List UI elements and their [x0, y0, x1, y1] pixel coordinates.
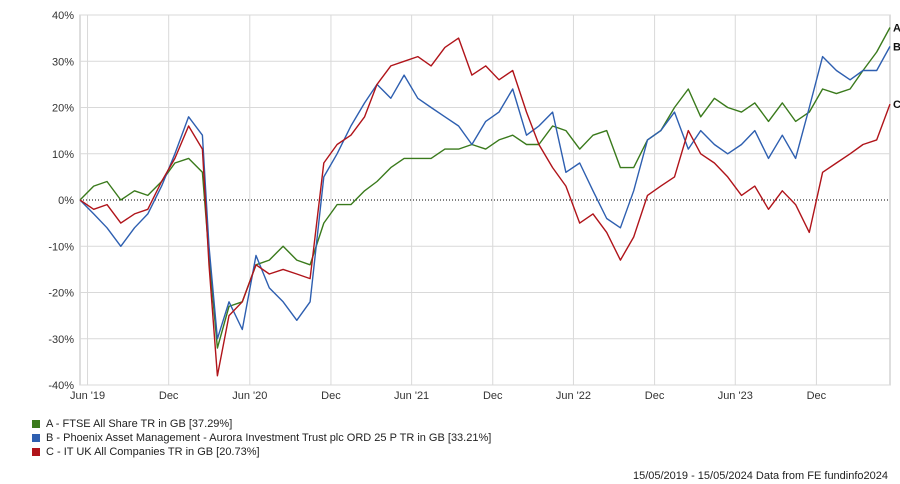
y-tick-label: -40% [48, 380, 74, 392]
legend-item-a: A - FTSE All Share TR in GB [37.29%] [32, 417, 491, 431]
legend: A - FTSE All Share TR in GB [37.29%] B -… [32, 417, 491, 459]
legend-swatch-c [32, 448, 40, 456]
series-lines [79, 27, 891, 377]
y-tick-label: 0% [58, 195, 74, 207]
x-tick-label: Dec [645, 390, 665, 402]
performance-line-chart: -40% -30% -20% -10% 0% 10% 20% 30% 40% Jun '19 Dec… [48, 10, 900, 402]
x-tick-label: Jun '20 [232, 390, 267, 402]
legend-label-c: C - IT UK All Companies TR in GB [20.73%… [46, 446, 260, 458]
legend-swatch-b [32, 434, 40, 442]
x-tick-label: Jun '23 [718, 390, 753, 402]
footer-date-range: 15/05/2019 - 15/05/2024 [632, 470, 753, 482]
end-labels: AB C [893, 23, 900, 112]
series-line-a [79, 27, 891, 349]
y-tick-label: -20% [48, 288, 74, 300]
axes: -40% -30% -20% -10% 0% 10% 20% 30% 40% Jun '19 Dec… [48, 10, 826, 402]
footer-note: 15/05/2019 - 15/05/2024 Data from FE fun… [633, 470, 888, 482]
legend-item-b: B - Phoenix Asset Management - Aurora In… [32, 431, 491, 445]
x-tick-label: Dec [807, 390, 827, 402]
x-tick-label: Dec [483, 390, 503, 402]
y-tick-label: -10% [48, 241, 74, 253]
x-tick-label: Jun '21 [394, 390, 429, 402]
x-tick-label: Jun '19 [70, 390, 105, 402]
legend-label-a: A - FTSE All Share TR in GB [37.29%] [46, 418, 233, 430]
x-tick-label: Dec [159, 390, 179, 402]
y-tick-label: 30% [52, 56, 74, 68]
end-label-c: C [893, 99, 900, 111]
x-tick-label: Jun '22 [556, 390, 591, 402]
series-line-b [79, 46, 891, 340]
gridlines [79, 14, 891, 386]
legend-swatch-a [32, 420, 40, 428]
y-tick-label: 20% [52, 103, 74, 115]
legend-label-b: B - Phoenix Asset Management - Aurora In… [46, 432, 492, 444]
x-tick-label: Dec [321, 390, 341, 402]
legend-item-c: C - IT UK All Companies TR in GB [20.73%… [32, 445, 491, 459]
footer-source: Data from FE fundinfo2024 [755, 470, 888, 482]
y-tick-label: 40% [52, 10, 74, 22]
y-tick-label: 10% [52, 149, 74, 161]
end-label-a: A [893, 23, 900, 35]
y-tick-label: -30% [48, 334, 74, 346]
end-label-b: B [893, 41, 900, 53]
series-line-c [79, 37, 891, 377]
